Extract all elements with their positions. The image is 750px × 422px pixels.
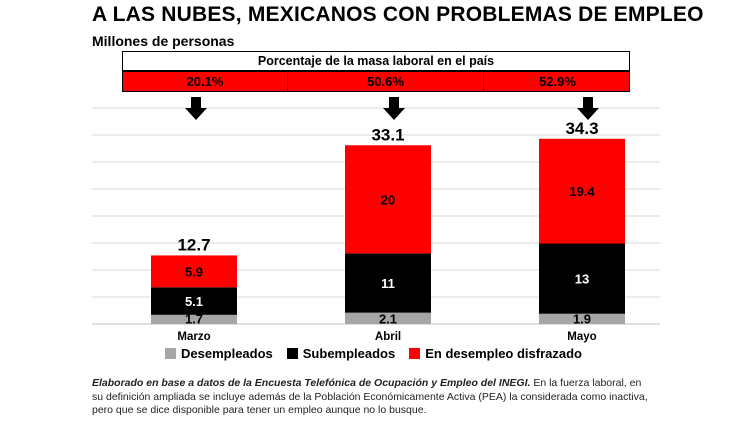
legend-item: Subempleados [286, 346, 396, 361]
down-arrow-icon [577, 97, 599, 120]
bar-segment [539, 138, 625, 244]
bar-segment [539, 313, 625, 324]
legend-swatch [286, 348, 298, 359]
legend-label: Desempleados [181, 346, 273, 361]
data-label: 20 [381, 192, 395, 207]
chart-subtitle: Millones de personas [92, 33, 235, 49]
percentage-row: 20.1% 50.6% 52.9% [122, 71, 630, 92]
bar-segment [345, 312, 431, 324]
data-label: 19.4 [569, 184, 595, 199]
data-label: 1.9 [573, 312, 591, 327]
legend-label: Subempleados [302, 346, 396, 361]
data-label: 13 [575, 272, 589, 287]
legend-swatch [165, 348, 176, 359]
legend-swatch [409, 348, 421, 359]
percentage-cell: 20.1% [123, 72, 288, 91]
total-label: 12.7 [177, 235, 210, 254]
footnote: Elaborado en base a datos de la Encuesta… [92, 377, 652, 418]
percentage-cell: 52.9% [539, 74, 576, 89]
down-arrow-icon [383, 97, 405, 120]
data-label: 11 [381, 276, 395, 291]
category-label: Marzo [177, 331, 210, 343]
data-label: 1.7 [185, 312, 203, 327]
chart-title: A LAS NUBES, MEXICANOS CON PROBLEMAS DE … [92, 3, 704, 26]
legend-label: En desempleo disfrazado [425, 346, 582, 361]
percentage-cell: 50.6% [288, 72, 484, 91]
legend-item: Desempleados [165, 346, 273, 361]
category-label: Mayo [567, 331, 596, 343]
bar-segment [151, 287, 237, 315]
total-label: 33.1 [371, 125, 404, 144]
data-label: 2.1 [379, 312, 397, 327]
chart-legend: Desempleados Subempleados En desempleo dis… [165, 346, 596, 361]
data-label: 5.9 [185, 264, 203, 279]
bar-segment [345, 253, 431, 313]
category-label: Abril [375, 331, 401, 343]
data-label: 5.1 [185, 294, 203, 309]
bar-segment [151, 255, 237, 288]
bar-segment [151, 314, 237, 324]
footnote-body: En la fuerza laboral, en su definición a… [92, 377, 648, 416]
footnote-lead: Elaborado en base a datos de la Encuesta… [92, 377, 531, 389]
bar-segment [539, 243, 625, 314]
percentage-header: Porcentaje de la masa laboral en el país [122, 51, 630, 71]
bar-segment [345, 145, 431, 254]
down-arrow-icon [185, 97, 207, 120]
legend-item: En desempleo disfrazado [409, 346, 582, 361]
total-label: 34.3 [565, 119, 598, 138]
